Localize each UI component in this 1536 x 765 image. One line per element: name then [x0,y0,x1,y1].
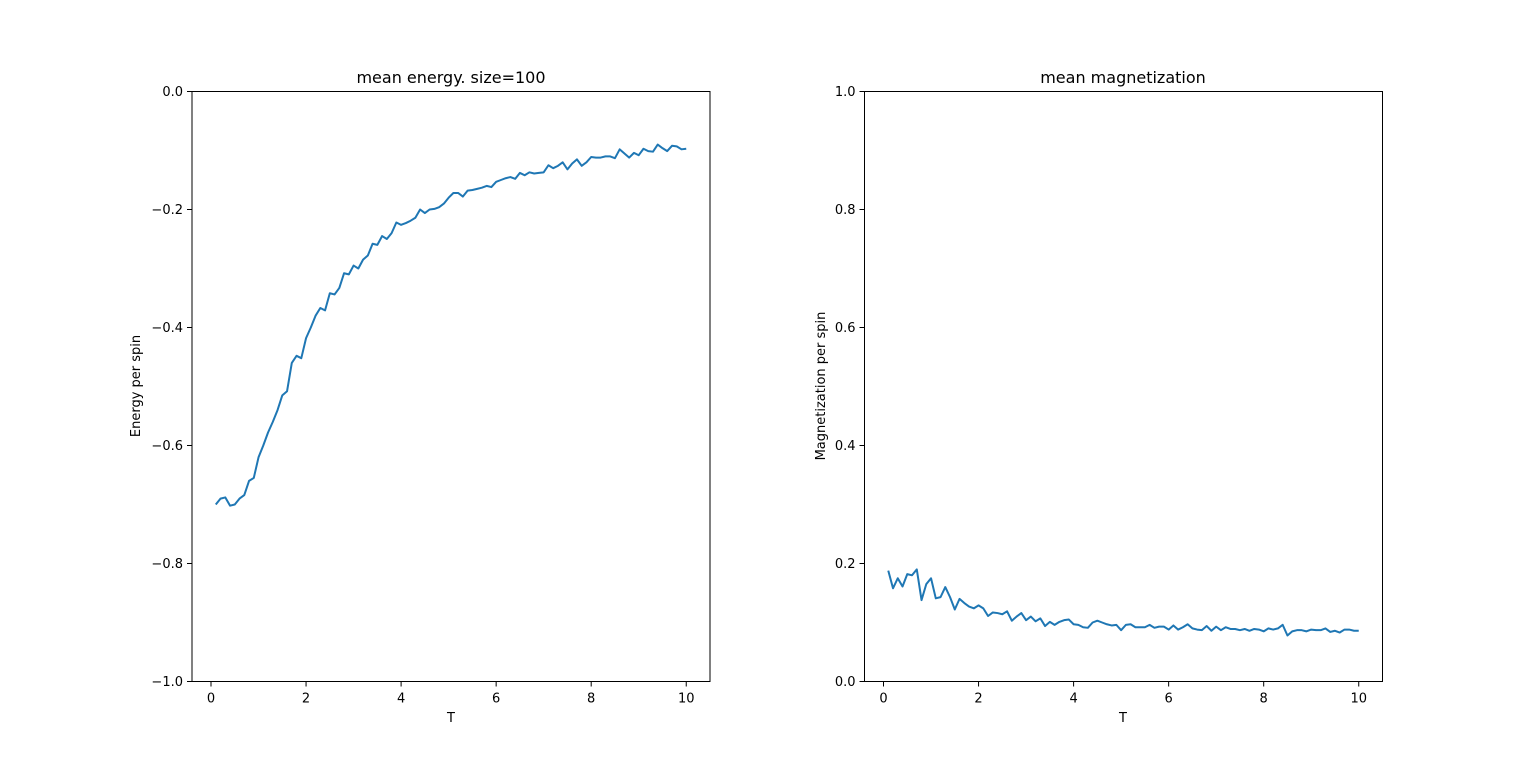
energy-chart-ticks: 0 2 4 6 8 10 −1.0 −0.8 −0.6 −0.4 −0.2 0.0 [151,85,694,707]
energy-chart-title: mean energy. size=100 [356,68,545,87]
magnetization-chart-xtick-label: 6 [1165,692,1173,707]
magnetization-chart-xtick-label: 2 [974,692,982,707]
magnetization-chart-series [887,568,1359,637]
energy-chart-xtick-label: 6 [492,692,500,707]
energy-chart-ytick-label: −0.6 [151,439,183,454]
energy-chart-ytick-label: −0.4 [151,321,183,336]
energy-chart: mean energy. size=100 T Energy per spin … [129,68,711,726]
magnetization-chart-xlabel: T [1118,711,1127,726]
energy-chart-ytick-label: −1.0 [151,675,183,690]
energy-chart-series [214,143,687,507]
magnetization-chart-frame [864,91,1383,682]
magnetization-chart-ytick-label: 0.8 [835,203,856,218]
energy-chart-ylabel: Energy per spin [129,335,144,437]
magnetization-chart-xtick-label: 0 [879,692,887,707]
energy-chart-frame [191,91,711,682]
magnetization-chart-ytick-label: 1.0 [835,85,856,100]
magnetization-chart-xtick-label: 8 [1260,692,1268,707]
energy-chart-series-line [214,143,687,507]
magnetization-chart-series-line [887,568,1359,637]
energy-chart-ytick-label: −0.8 [151,557,183,572]
magnetization-chart-ytick-label: 0.0 [835,675,856,690]
magnetization-chart-title: mean magnetization [1040,68,1206,87]
magnetization-chart-ytick-label: 0.4 [835,439,856,454]
magnetization-chart-xtick-label: 10 [1350,692,1367,707]
energy-chart-xlabel: T [446,711,455,726]
energy-chart-ytick-label: −0.2 [151,203,183,218]
magnetization-chart-ytick-label: 0.2 [835,557,856,572]
energy-chart-xtick-label: 10 [678,692,695,707]
magnetization-chart-ytick-label: 0.6 [835,321,856,336]
energy-chart-xtick-label: 4 [397,692,405,707]
energy-chart-xtick-label: 0 [207,692,215,707]
energy-chart-xtick-label: 2 [302,692,310,707]
energy-chart-xtick-label: 8 [587,692,595,707]
energy-chart-ytick-label: 0.0 [162,85,183,100]
magnetization-chart: mean magnetization T Magnetization per s… [814,68,1383,726]
magnetization-chart-xtick-label: 4 [1069,692,1077,707]
magnetization-chart-ylabel: Magnetization per spin [814,312,829,461]
magnetization-chart-ticks: 0 2 4 6 8 10 0.0 0.2 0.4 0.6 0.8 1.0 [835,85,1367,707]
